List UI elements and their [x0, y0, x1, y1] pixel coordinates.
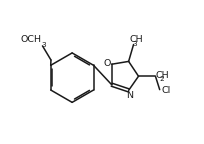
Text: 2: 2: [158, 76, 163, 82]
Text: N: N: [125, 91, 132, 100]
Text: O: O: [103, 59, 110, 68]
Text: 3: 3: [41, 42, 46, 48]
Text: 3: 3: [132, 41, 137, 47]
Text: CH: CH: [155, 71, 169, 80]
Text: Cl: Cl: [160, 86, 170, 95]
Text: OCH: OCH: [20, 35, 41, 44]
Text: CH: CH: [129, 35, 143, 44]
